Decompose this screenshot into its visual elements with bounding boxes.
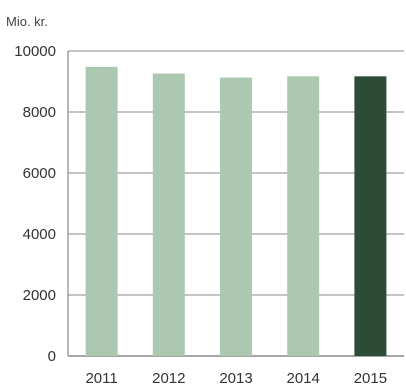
x-tick-label: 2013 bbox=[219, 370, 252, 386]
x-axis-ticks: 2011 2012 2013 2014 2015 bbox=[85, 370, 387, 387]
y-axis-ticks: 0 2000 4000 6000 8000 10000 bbox=[14, 43, 56, 365]
x-tick-label: 2011 bbox=[85, 370, 117, 386]
y-tick-label: 0 bbox=[48, 348, 56, 365]
bar-2012 bbox=[152, 73, 185, 356]
y-tick-label: 10000 bbox=[14, 43, 56, 60]
bar-2015 bbox=[354, 76, 387, 356]
y-tick-label: 2000 bbox=[23, 287, 56, 304]
y-tick-label: 6000 bbox=[23, 165, 56, 182]
unit-label: Mio. kr. bbox=[6, 14, 48, 29]
y-tick-label: 8000 bbox=[23, 104, 56, 121]
x-tick-label: 2014 bbox=[287, 370, 320, 386]
bar-2013 bbox=[220, 77, 252, 356]
bar-2014 bbox=[287, 76, 320, 356]
bar-2011 bbox=[85, 66, 118, 357]
x-tick-label: 2012 bbox=[152, 370, 185, 386]
x-tick-label: 2015 bbox=[354, 370, 387, 386]
y-tick-label: 4000 bbox=[23, 226, 56, 243]
bars bbox=[85, 66, 387, 357]
